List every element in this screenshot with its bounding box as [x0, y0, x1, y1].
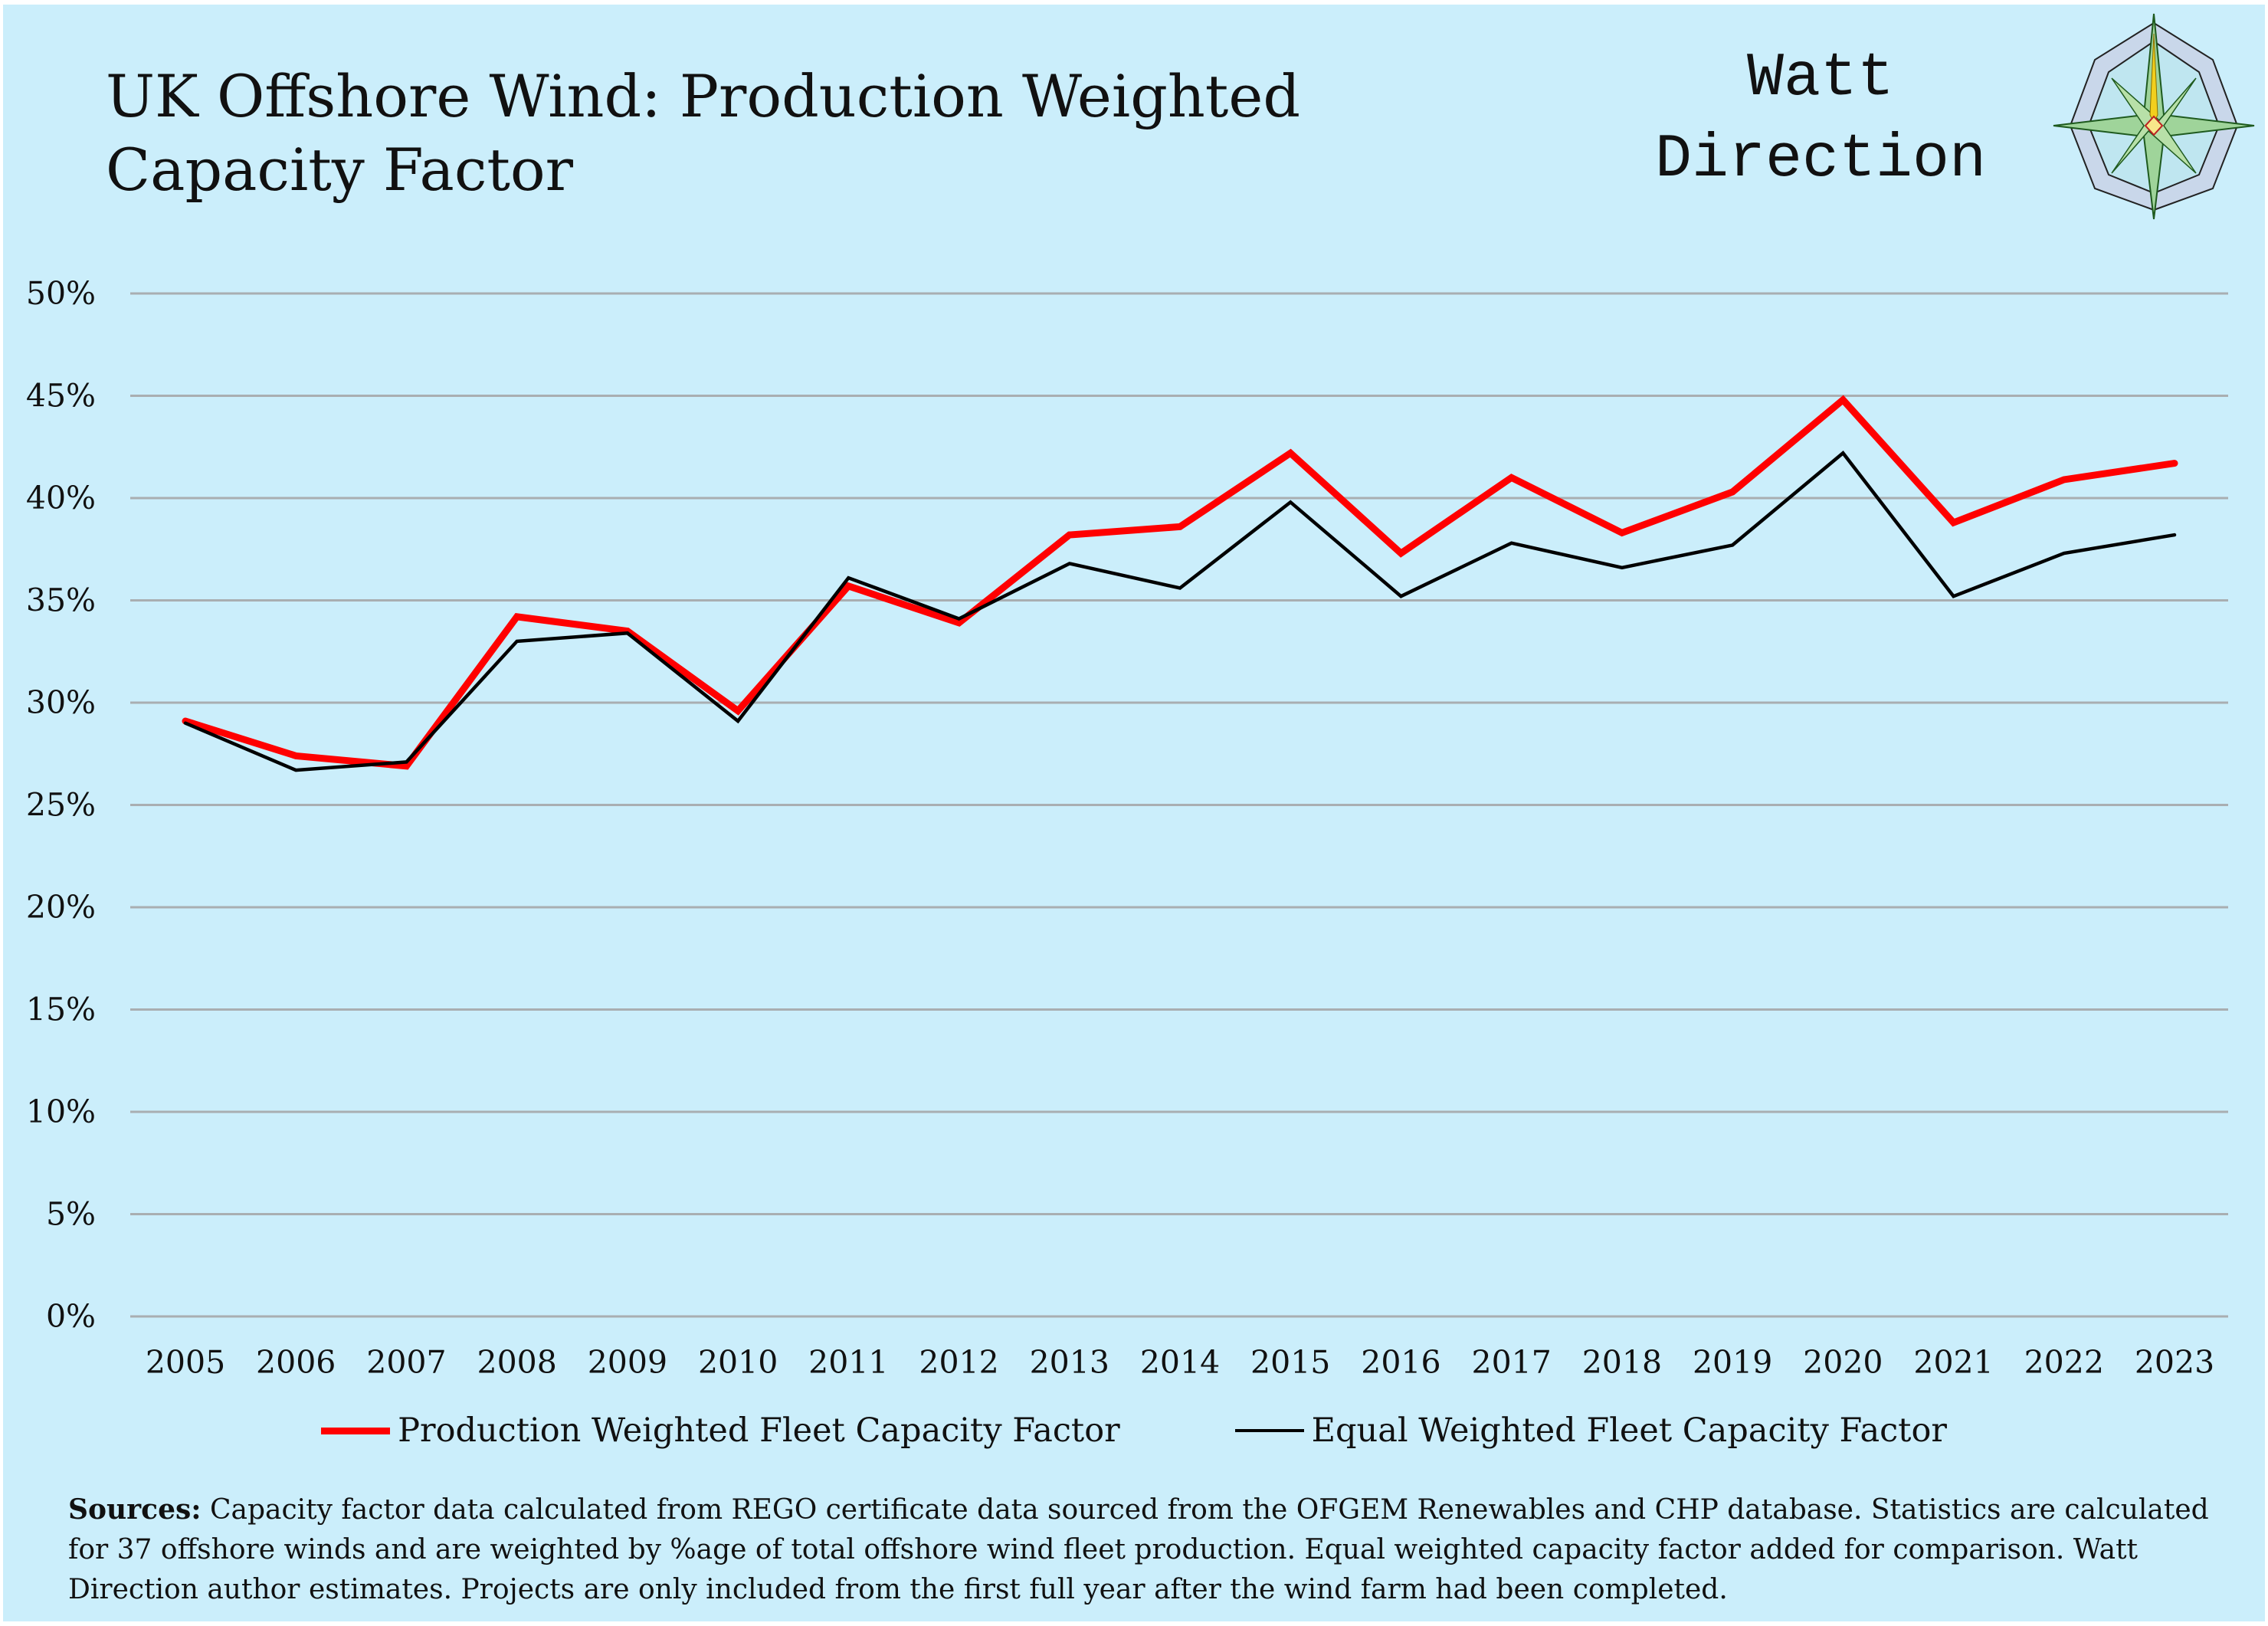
x-tick-label: 2017	[1471, 1344, 1551, 1381]
x-tick-label: 2016	[1361, 1344, 1440, 1381]
y-tick-label: 30%	[26, 684, 96, 721]
brand-line-2: Direction	[1655, 125, 1987, 195]
y-tick-label: 20%	[26, 889, 96, 926]
sources-text: Capacity factor data calculated from REG…	[68, 1494, 2209, 1605]
x-tick-label: 2015	[1250, 1344, 1330, 1381]
title-line-2: Capacity Factor	[106, 136, 574, 204]
title-line-1: UK Offshore Wind: Production Weighted	[106, 62, 1300, 130]
legend: Production Weighted Fleet Capacity Facto…	[0, 1411, 2268, 1450]
y-tick-label: 5%	[46, 1196, 96, 1233]
x-tick-label: 2020	[1803, 1344, 1883, 1381]
brand-logo-text: Watt Direction	[1655, 38, 1986, 201]
series-line-production	[182, 395, 2178, 770]
x-tick-label: 2006	[256, 1344, 336, 1381]
legend-label: Equal Weighted Fleet Capacity Factor	[1311, 1411, 1947, 1450]
legend-label: Production Weighted Fleet Capacity Facto…	[398, 1411, 1120, 1450]
x-tick-label: 2013	[1030, 1344, 1109, 1381]
x-tick-label: 2022	[2024, 1344, 2104, 1381]
x-tick-label: 2010	[698, 1344, 778, 1381]
x-tick-label: 2005	[146, 1344, 225, 1381]
y-tick-label: 15%	[26, 992, 96, 1028]
legend-item-production[interactable]: Production Weighted Fleet Capacity Facto…	[321, 1411, 1120, 1450]
y-tick-label: 40%	[26, 480, 96, 516]
y-tick-label: 45%	[26, 378, 96, 415]
line-chart: 0% 5% 10% 15% 20% 25% 30% 35% 40% 45% 50% 2005 2006…	[26, 275, 2228, 1381]
y-tick-label: 0%	[46, 1298, 96, 1335]
y-tick-label: 10%	[26, 1093, 96, 1130]
x-tick-label: 2008	[477, 1344, 556, 1381]
x-tick-label: 2009	[588, 1344, 667, 1381]
legend-swatch-red	[321, 1427, 391, 1434]
x-tick-label: 2012	[919, 1344, 998, 1381]
y-tick-label: 50%	[26, 275, 96, 312]
x-tick-label: 2023	[2135, 1344, 2214, 1381]
compass-rose-logo-icon	[2053, 13, 2255, 220]
chart-title: UK Offshore Wind: Production Weighted Cap…	[106, 60, 1300, 207]
sources-note: Sources: Capacity factor data calculated…	[68, 1490, 2214, 1610]
x-tick-label: 2019	[1693, 1344, 1772, 1381]
legend-swatch-black	[1234, 1429, 1304, 1432]
brand-line-1: Watt	[1747, 44, 1895, 113]
x-tick-label: 2018	[1582, 1344, 1662, 1381]
x-tick-label: 2014	[1140, 1344, 1220, 1381]
sources-label: Sources:	[68, 1493, 202, 1526]
x-tick-label: 2011	[808, 1344, 888, 1381]
y-tick-label: 35%	[26, 582, 96, 619]
x-tick-label: 2007	[366, 1344, 446, 1381]
x-tick-label: 2021	[1913, 1344, 1993, 1381]
chart-background	[3, 5, 2265, 1621]
legend-item-equal[interactable]: Equal Weighted Fleet Capacity Factor	[1234, 1411, 1947, 1450]
y-tick-label: 25%	[26, 787, 96, 824]
series-line-equal	[183, 451, 2177, 772]
